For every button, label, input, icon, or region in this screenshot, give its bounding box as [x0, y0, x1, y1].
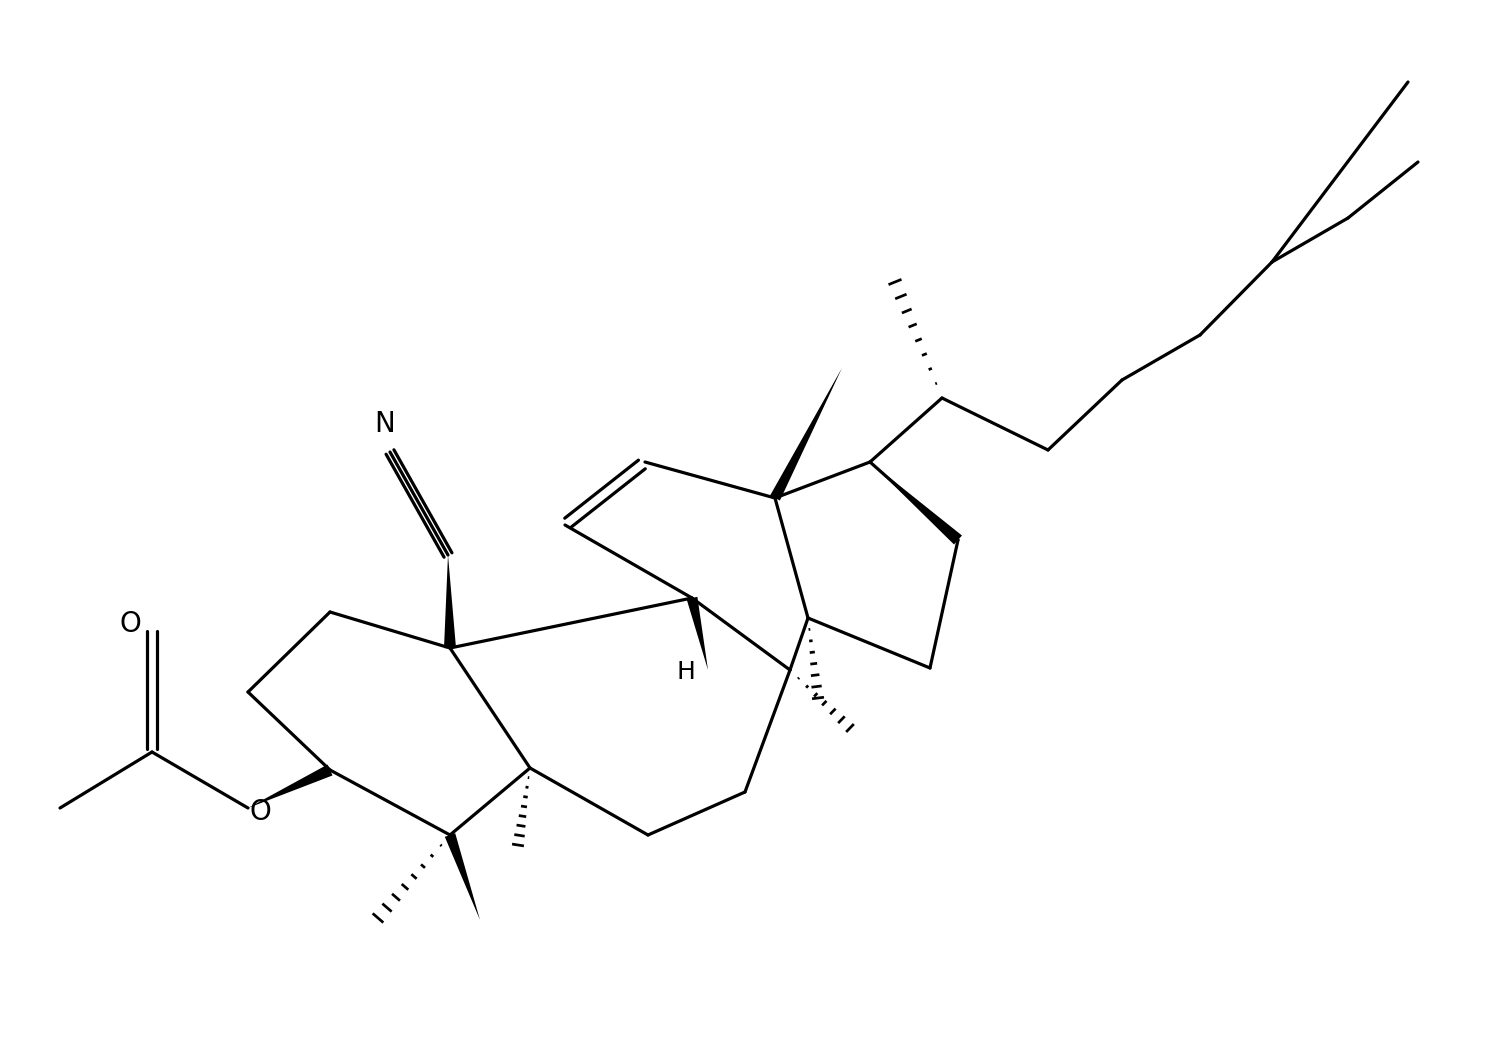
- Text: O: O: [250, 798, 270, 826]
- Polygon shape: [444, 833, 480, 920]
- Polygon shape: [770, 368, 843, 501]
- Polygon shape: [248, 765, 333, 808]
- Polygon shape: [444, 555, 456, 648]
- Text: O: O: [119, 610, 141, 638]
- Polygon shape: [687, 596, 707, 670]
- Text: H: H: [676, 660, 695, 684]
- Polygon shape: [869, 462, 961, 545]
- Text: N: N: [374, 410, 395, 438]
